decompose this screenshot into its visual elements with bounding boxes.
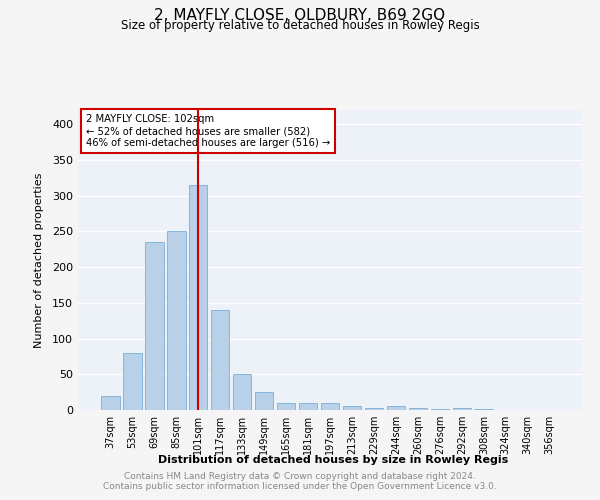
Bar (255, 392, 274, 410)
Bar (277, 403, 295, 410)
Bar (386, 406, 405, 410)
Text: 2, MAYFLY CLOSE, OLDBURY, B69 2GQ: 2, MAYFLY CLOSE, OLDBURY, B69 2GQ (154, 8, 446, 22)
Text: Distribution of detached houses by size in Rowley Regis: Distribution of detached houses by size … (158, 455, 508, 465)
Bar (299, 403, 317, 410)
Bar (365, 408, 383, 410)
Y-axis label: Number of detached properties: Number of detached properties (34, 172, 44, 348)
Text: Contains public sector information licensed under the Open Government Licence v3: Contains public sector information licen… (103, 482, 497, 491)
Bar (343, 406, 361, 410)
Bar (233, 374, 251, 410)
Bar (189, 185, 208, 410)
Bar (452, 408, 471, 410)
Bar (145, 242, 164, 410)
Bar (409, 408, 427, 410)
Text: Size of property relative to detached houses in Rowley Regis: Size of property relative to detached ho… (121, 18, 479, 32)
Bar (123, 353, 142, 410)
Text: 2 MAYFLY CLOSE: 102sqm
← 52% of detached houses are smaller (582)
46% of semi-de: 2 MAYFLY CLOSE: 102sqm ← 52% of detached… (86, 114, 330, 148)
Bar (101, 396, 119, 410)
Bar (320, 403, 340, 410)
Bar (211, 310, 229, 410)
Bar (167, 232, 185, 410)
Text: Contains HM Land Registry data © Crown copyright and database right 2024.: Contains HM Land Registry data © Crown c… (124, 472, 476, 481)
